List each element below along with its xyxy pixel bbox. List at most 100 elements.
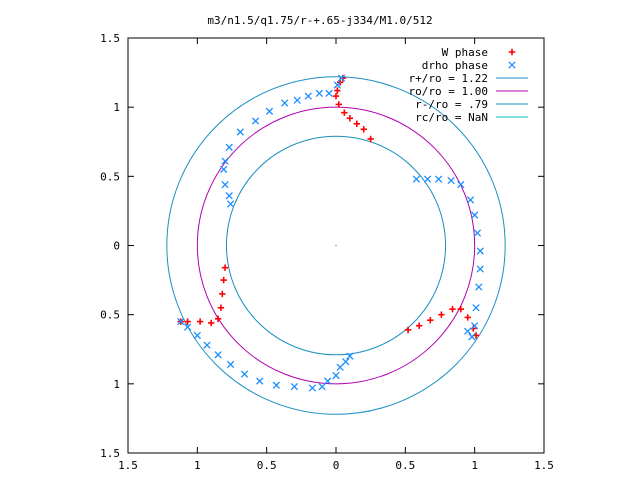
legend-label: rc/ro = NaN — [415, 111, 488, 124]
drho-phase-point — [290, 382, 299, 391]
drho-phase-point — [346, 352, 354, 360]
x-tick-label: 1.5 — [534, 459, 554, 472]
drho-phase-point — [214, 351, 222, 359]
drho-phase-point — [475, 283, 483, 291]
drho-phase-point — [315, 89, 324, 97]
w-phase-point — [346, 115, 354, 122]
legend-label: r+/ro = 1.22 — [409, 72, 488, 85]
drho-phase-point — [324, 377, 332, 385]
w-phase-point — [208, 319, 215, 327]
drho-phase-point — [265, 107, 274, 115]
drho-phase-point — [466, 196, 475, 204]
drho-phase-point — [434, 175, 443, 183]
w-phase-point — [427, 317, 434, 324]
x-tick-label: 0.5 — [395, 459, 415, 472]
drho-phase-point — [177, 317, 185, 326]
w-phase-point — [404, 326, 412, 334]
y-tick-label: 1.5 — [100, 447, 120, 460]
plus-icon — [508, 48, 516, 56]
drho-phase-point — [256, 377, 264, 385]
radius-circle — [166, 76, 506, 415]
drho-phase-point — [476, 265, 484, 273]
drho-phase-point — [236, 128, 244, 136]
w-phase-point — [367, 135, 374, 143]
drho-phase-point — [332, 371, 340, 380]
y-tick-label: 1 — [113, 378, 120, 391]
drho-phase-point — [423, 175, 432, 183]
drho-phase-point — [272, 381, 281, 389]
w-phase-point — [196, 318, 204, 325]
w-phase-point — [184, 318, 191, 325]
drho-phase-point — [333, 81, 342, 89]
w-phase-point — [341, 109, 348, 116]
x-tick-label: 1.5 — [118, 459, 138, 472]
drho-phase-point — [342, 358, 350, 366]
drho-phase-point — [472, 304, 480, 312]
w-phase-point — [438, 311, 445, 318]
drho-phase-point — [471, 211, 479, 219]
y-tick-label: 1.5 — [100, 32, 120, 45]
drho-phase-point — [337, 74, 346, 82]
w-phase-point — [219, 290, 226, 298]
w-phase-point — [457, 305, 464, 313]
drho-phase-point — [476, 247, 484, 255]
drho-phase-point — [304, 92, 312, 100]
legend-label: drho phase — [422, 59, 488, 72]
drho-phase-point — [464, 327, 472, 335]
drho-phase-point — [225, 143, 233, 151]
w-phase-point — [217, 304, 225, 311]
drho-phase-point — [220, 165, 228, 174]
drho-phase-point — [318, 382, 326, 391]
drho-phase-point — [240, 370, 249, 378]
drho-phase-point — [468, 333, 476, 341]
drho-phase-point — [226, 360, 235, 369]
w-phase-point — [334, 87, 341, 94]
w-phase-point — [221, 264, 229, 271]
x-tick-label: 1 — [471, 459, 478, 472]
y-tick-label: 0 — [113, 240, 120, 253]
data-points — [177, 74, 484, 392]
legend-label: ro/ro = 1.00 — [409, 85, 488, 98]
w-phase-point — [416, 322, 423, 329]
w-phase-point — [214, 315, 222, 323]
w-phase-point — [220, 276, 227, 284]
drho-phase-point — [293, 96, 301, 104]
x-tick-label: 0.5 — [257, 459, 277, 472]
w-phase-point — [464, 314, 471, 321]
drho-phase-point — [325, 89, 333, 97]
drho-phase-point — [226, 200, 235, 208]
w-phase-point — [335, 101, 342, 108]
drho-phase-point — [447, 176, 455, 185]
y-tick-label: 0.5 — [100, 170, 120, 183]
x-tick-label: 1 — [194, 459, 201, 472]
w-phase-point — [449, 305, 456, 313]
drho-phase-point — [251, 117, 260, 125]
w-phase-point — [332, 92, 340, 100]
w-phase-point — [360, 126, 367, 133]
drho-phase-point — [183, 323, 192, 331]
radius-circles — [166, 76, 506, 415]
cross-icon — [508, 61, 516, 69]
radius-circle — [196, 106, 476, 385]
drho-phase-point — [225, 192, 233, 200]
drho-phase-point — [221, 180, 229, 189]
drho-phase-point — [473, 229, 482, 237]
drho-phase-point — [336, 363, 344, 371]
y-tick-label: 0.5 — [100, 309, 120, 322]
center-point — [335, 244, 337, 247]
chart-title: m3/n1.5/q1.75/r-+.65-j334/M1.0/512 — [207, 14, 432, 27]
ticks: 1.5 1 0.5 0 0.5 1 1.51.510.500.511.5 — [100, 32, 554, 472]
legend-label: r-/ro = .79 — [415, 98, 488, 111]
drho-phase-point — [221, 157, 229, 165]
y-tick-label: 1 — [113, 101, 120, 114]
drho-phase-point — [457, 180, 465, 189]
drho-phase-point — [308, 384, 317, 392]
radius-circle — [225, 135, 447, 356]
x-tick-label: 0 — [333, 459, 340, 472]
drho-phase-point — [412, 175, 421, 183]
drho-phase-point — [193, 331, 201, 340]
drho-phase-point — [203, 341, 211, 349]
drho-phase-point — [471, 322, 479, 330]
